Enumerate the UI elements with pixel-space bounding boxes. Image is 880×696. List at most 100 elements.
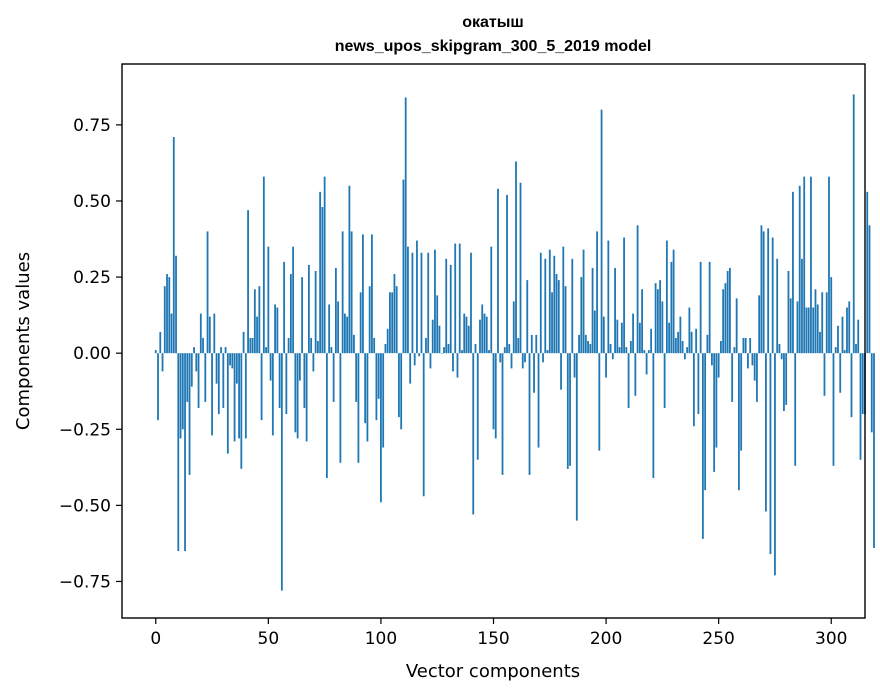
bar-28 bbox=[217, 353, 220, 415]
bar-47 bbox=[260, 353, 263, 421]
bar-17 bbox=[193, 347, 195, 354]
bar-125 bbox=[436, 295, 439, 354]
bar-275 bbox=[774, 353, 776, 576]
bar-10 bbox=[177, 353, 180, 552]
bar-192 bbox=[587, 341, 589, 354]
bar-274 bbox=[771, 237, 774, 354]
y-axis-ticks: −0.75 −0.50 −0.25 0.00 0.25 0.50 0.75 bbox=[59, 116, 122, 592]
bar-257 bbox=[733, 347, 736, 354]
bar-219 bbox=[647, 350, 650, 354]
bar-319 bbox=[873, 353, 875, 548]
bar-15 bbox=[188, 353, 191, 475]
bar-72 bbox=[316, 341, 319, 354]
bar-109 bbox=[400, 353, 403, 430]
bar-295 bbox=[819, 331, 821, 354]
bar-297 bbox=[823, 353, 826, 396]
bar-105 bbox=[391, 292, 394, 354]
bar-173 bbox=[544, 258, 547, 354]
bar-213 bbox=[634, 353, 637, 396]
bar-157 bbox=[508, 344, 511, 354]
bar-271 bbox=[765, 353, 767, 512]
bar-161 bbox=[517, 337, 520, 354]
bar-308 bbox=[848, 301, 851, 354]
bar-309 bbox=[850, 353, 853, 418]
bar-234 bbox=[681, 341, 684, 354]
bar-69 bbox=[310, 337, 313, 354]
bar-166 bbox=[528, 353, 531, 475]
bar-57 bbox=[283, 261, 286, 354]
bar-200 bbox=[605, 353, 607, 378]
bar-127 bbox=[440, 353, 443, 354]
bar-206 bbox=[618, 347, 621, 354]
bar-119 bbox=[422, 353, 425, 497]
bar-87 bbox=[350, 231, 353, 354]
y-tick-label: −0.25 bbox=[59, 420, 111, 440]
bar-29 bbox=[220, 347, 222, 354]
bar-101 bbox=[382, 353, 385, 448]
bar-39 bbox=[242, 331, 245, 354]
bar-14 bbox=[186, 353, 189, 402]
bar-253 bbox=[724, 283, 727, 354]
bar-199 bbox=[602, 316, 605, 354]
bar-71 bbox=[314, 270, 317, 354]
bar-131 bbox=[449, 264, 452, 354]
bar-256 bbox=[731, 353, 734, 402]
x-axis-ticks: 0 50 100 150 200 250 300 bbox=[150, 618, 847, 649]
bar-167 bbox=[530, 334, 533, 354]
bar-194 bbox=[591, 267, 594, 354]
bar-196 bbox=[596, 231, 598, 354]
bar-41 bbox=[247, 210, 249, 354]
x-tick-label: 150 bbox=[477, 629, 509, 649]
bar-76 bbox=[325, 353, 328, 478]
bar-79 bbox=[332, 353, 335, 402]
bar-303 bbox=[837, 325, 839, 354]
bar-252 bbox=[722, 289, 725, 354]
bar-50 bbox=[267, 246, 270, 354]
x-tick-label: 300 bbox=[815, 629, 847, 649]
bar-262 bbox=[744, 337, 747, 354]
bar-225 bbox=[661, 301, 664, 354]
bar-240 bbox=[695, 328, 698, 354]
bar-8 bbox=[172, 137, 175, 354]
bar-97 bbox=[373, 337, 376, 354]
bar-95 bbox=[368, 286, 371, 354]
bar-73 bbox=[319, 191, 322, 354]
bar-2 bbox=[159, 331, 162, 354]
bar-33 bbox=[229, 353, 231, 366]
bar-242 bbox=[699, 261, 702, 354]
bar-289 bbox=[805, 307, 808, 354]
bar-235 bbox=[683, 353, 686, 360]
bar-189 bbox=[580, 277, 583, 354]
bar-177 bbox=[553, 255, 556, 354]
bar-40 bbox=[244, 353, 247, 439]
bar-301 bbox=[832, 353, 835, 466]
bar-283 bbox=[792, 191, 794, 354]
bar-195 bbox=[593, 310, 596, 354]
bar-139 bbox=[467, 325, 470, 354]
bar-176 bbox=[551, 292, 553, 354]
bar-51 bbox=[269, 353, 272, 381]
bar-227 bbox=[665, 240, 668, 354]
bar-83 bbox=[341, 231, 344, 354]
bar-96 bbox=[371, 234, 373, 354]
bar-302 bbox=[834, 347, 837, 354]
bar-247 bbox=[711, 353, 713, 366]
bar-186 bbox=[573, 353, 576, 378]
bar-55 bbox=[278, 353, 281, 408]
bar-260 bbox=[740, 353, 743, 451]
bar-175 bbox=[548, 249, 551, 354]
bar-313 bbox=[859, 353, 862, 460]
bar-236 bbox=[686, 347, 689, 354]
x-tick-label: 100 bbox=[365, 629, 397, 649]
bar-171 bbox=[539, 252, 542, 354]
bar-80 bbox=[334, 267, 337, 354]
bar-209 bbox=[625, 347, 628, 354]
bar-52 bbox=[271, 353, 274, 436]
bar-251 bbox=[720, 341, 722, 354]
bar-99 bbox=[377, 353, 380, 399]
bar-273 bbox=[769, 353, 772, 555]
bar-294 bbox=[816, 304, 819, 354]
bar-75 bbox=[323, 176, 326, 354]
bar-147 bbox=[485, 316, 488, 354]
